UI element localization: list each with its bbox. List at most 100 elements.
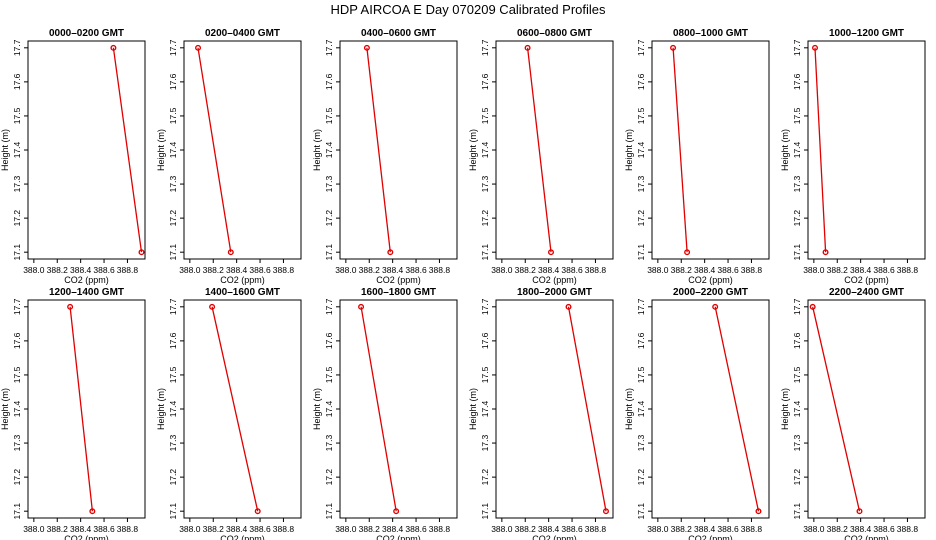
y-axis-label: Height (m) (624, 388, 634, 430)
x-tick-label: 388.4 (226, 265, 248, 275)
y-tick-label: 17.2 (480, 469, 490, 486)
x-tick-label: 388.6 (93, 265, 115, 275)
y-tick-label: 17.6 (12, 73, 22, 90)
data-point (138, 249, 145, 256)
x-tick-label: 388.4 (70, 265, 92, 275)
y-axis-label: Height (m) (780, 129, 790, 171)
x-tick-label: 388.0 (803, 265, 825, 275)
data-point (393, 508, 400, 515)
x-tick-label: 388.4 (538, 524, 560, 534)
x-tick-label: 388.8 (273, 524, 295, 534)
y-tick-label: 17.2 (480, 210, 490, 227)
y-axis-label: Height (m) (156, 388, 166, 430)
y-tick-label: 17.1 (12, 244, 22, 261)
panel-title: 0400–0600 GMT (361, 28, 436, 39)
x-tick-label: 388.0 (335, 265, 357, 275)
x-tick-label: 388.2 (47, 265, 69, 275)
x-tick-label: 388.2 (359, 265, 381, 275)
x-tick-label: 388.8 (585, 524, 607, 534)
x-axis-label: CO2 (ppm) (844, 534, 889, 540)
plot-frame (651, 299, 770, 519)
x-tick-label: 388.4 (538, 265, 560, 275)
data-point (684, 249, 691, 256)
y-tick-label: 17.7 (324, 298, 334, 315)
x-tick-label: 388.6 (717, 524, 739, 534)
y-tick-label: 17.1 (636, 244, 646, 261)
y-tick-label: 17.7 (12, 298, 22, 315)
x-axis-label: CO2 (ppm) (64, 275, 109, 285)
x-tick-label: 388.2 (671, 524, 693, 534)
x-tick-label: 388.0 (179, 265, 201, 275)
profile-line (360, 306, 397, 512)
y-tick-label: 17.6 (792, 332, 802, 349)
plot-frame (651, 40, 770, 260)
y-tick-label: 17.4 (792, 141, 802, 158)
x-tick-label: 388.2 (203, 524, 225, 534)
profile-line (69, 306, 94, 512)
y-tick-label: 17.6 (168, 73, 178, 90)
panel-title: 1200–1400 GMT (49, 287, 124, 298)
x-tick-label: 388.8 (429, 265, 451, 275)
data-point (363, 44, 370, 51)
data-point (856, 508, 863, 515)
y-tick-label: 17.5 (324, 366, 334, 383)
x-tick-label: 388.4 (226, 524, 248, 534)
panel: 0400–0600 GMT 388.0 388.2 388.4 388.6 388.8 17… (312, 28, 458, 285)
profile-line (526, 47, 552, 253)
plot-frame (339, 299, 458, 519)
panel: 1600–1800 GMT 388.0 388.2 388.4 388.6 388.8 17… (312, 287, 458, 540)
x-tick-label: 388.0 (647, 524, 669, 534)
profile-line (211, 306, 259, 512)
x-tick-label: 388.0 (179, 524, 201, 534)
y-tick-label: 17.1 (324, 503, 334, 520)
panel-title: 0200–0400 GMT (205, 28, 280, 39)
data-point (670, 44, 677, 51)
y-tick-label: 17.4 (636, 141, 646, 158)
x-tick-label: 388.4 (850, 524, 872, 534)
y-tick-label: 17.4 (324, 141, 334, 158)
y-tick-label: 17.3 (12, 435, 22, 452)
x-tick-label: 388.6 (873, 265, 895, 275)
x-tick-label: 388.0 (491, 524, 513, 534)
x-tick-label: 388.6 (873, 524, 895, 534)
panel-title: 0600–0800 GMT (517, 28, 592, 39)
y-tick-label: 17.7 (480, 298, 490, 315)
data-point (358, 303, 365, 310)
x-axis-label: CO2 (ppm) (532, 534, 577, 540)
y-tick-label: 17.3 (480, 176, 490, 193)
x-tick-label: 388.2 (671, 265, 693, 275)
y-tick-label: 17.4 (168, 141, 178, 158)
x-tick-label: 388.8 (273, 265, 295, 275)
data-point (809, 303, 816, 310)
panel-title: 2000–2200 GMT (673, 287, 748, 298)
panel: 1800–2000 GMT 388.0 388.2 388.4 388.6 388.8 17… (468, 287, 614, 540)
x-tick-label: 388.6 (405, 524, 427, 534)
data-point (387, 249, 394, 256)
x-axis-label: CO2 (ppm) (220, 275, 265, 285)
y-tick-label: 17.2 (792, 469, 802, 486)
x-tick-label: 388.6 (249, 524, 271, 534)
panel: 1400–1600 GMT 388.0 388.2 388.4 388.6 388.8 17… (156, 287, 302, 540)
profile-line (714, 306, 760, 512)
y-tick-label: 17.5 (636, 366, 646, 383)
y-tick-label: 17.6 (792, 73, 802, 90)
x-tick-label: 388.6 (93, 524, 115, 534)
y-tick-label: 17.2 (168, 469, 178, 486)
y-tick-label: 17.6 (324, 73, 334, 90)
panel: 1200–1400 GMT 388.0 388.2 388.4 388.6 388.8 17… (0, 287, 146, 540)
plot-frame (27, 299, 146, 519)
y-tick-label: 17.4 (324, 400, 334, 417)
y-axis-label: Height (m) (0, 388, 10, 430)
data-point (547, 249, 554, 256)
y-tick-label: 17.5 (12, 366, 22, 383)
y-tick-label: 17.7 (636, 298, 646, 315)
panel: 0200–0400 GMT 388.0 388.2 388.4 388.6 388.8 17… (156, 28, 302, 285)
plot-frame (339, 40, 458, 260)
y-tick-label: 17.5 (12, 107, 22, 124)
data-point (227, 249, 234, 256)
x-tick-label: 388.8 (117, 265, 139, 275)
panel: 2200–2400 GMT 388.0 388.2 388.4 388.6 388.8 17… (780, 287, 926, 540)
y-tick-label: 17.6 (168, 332, 178, 349)
panel: 0600–0800 GMT 388.0 388.2 388.4 388.6 388.8 17… (468, 28, 614, 285)
